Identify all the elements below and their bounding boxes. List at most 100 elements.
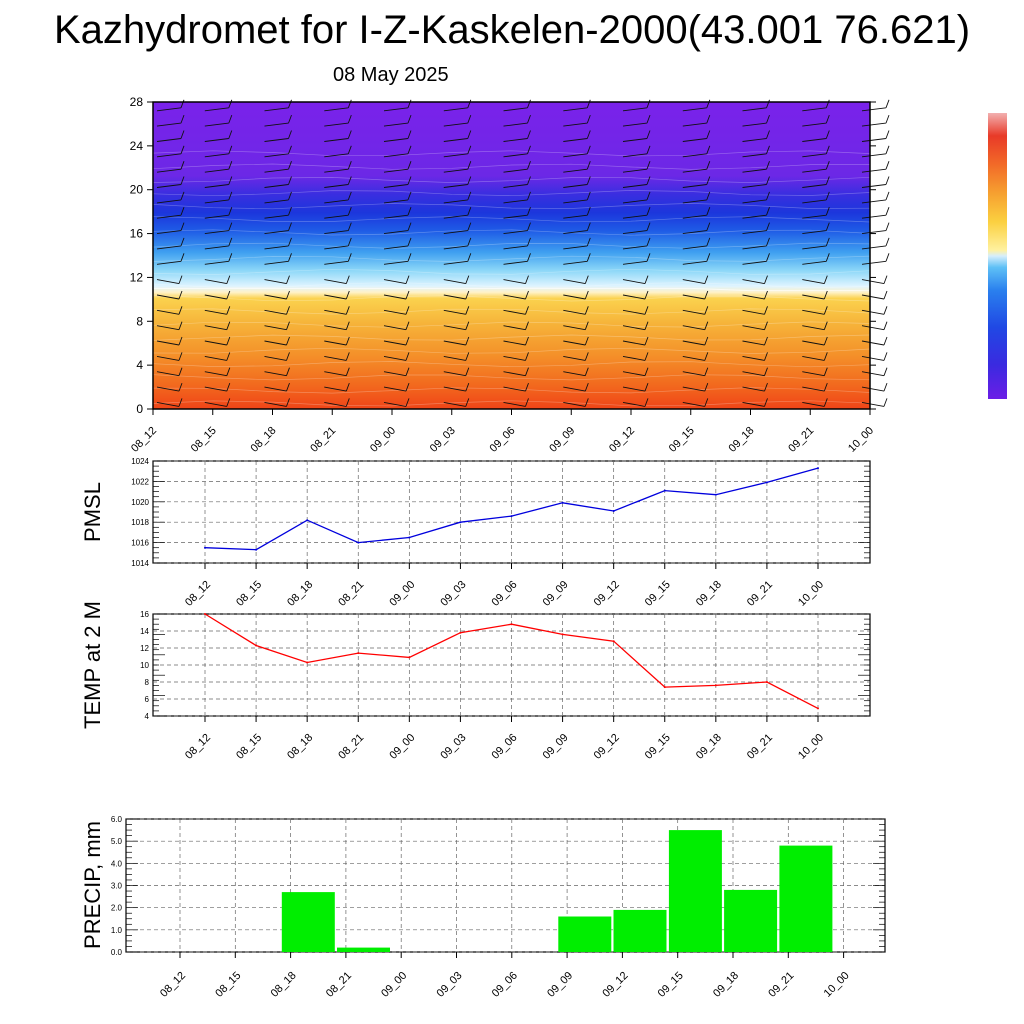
wind-barb bbox=[324, 382, 350, 392]
wind-barb bbox=[264, 352, 290, 361]
wind-barb bbox=[324, 336, 350, 346]
wind-barb bbox=[264, 130, 292, 142]
x-tick-label: 08_18 bbox=[269, 970, 299, 1000]
wind-barb bbox=[156, 130, 185, 142]
wind-barb bbox=[563, 382, 589, 392]
colorbar bbox=[988, 113, 1007, 399]
wind-barb bbox=[383, 352, 410, 361]
wind-barb bbox=[324, 306, 350, 315]
precip-bar bbox=[613, 909, 667, 952]
wind-barb bbox=[563, 336, 589, 346]
wind-barb bbox=[861, 336, 888, 346]
x-tick-label: 09_21 bbox=[745, 732, 775, 762]
wind-barb bbox=[622, 176, 651, 188]
wind-barb bbox=[156, 176, 185, 188]
wind-barb bbox=[264, 290, 290, 300]
wind-barb bbox=[861, 352, 888, 361]
y-tick-label: 16 bbox=[130, 227, 144, 241]
wind-barb bbox=[802, 130, 830, 142]
wind-barb bbox=[264, 321, 290, 331]
wind-barb bbox=[742, 382, 768, 392]
precip-bar bbox=[668, 830, 722, 952]
wind-barb bbox=[802, 336, 828, 346]
wind-barb bbox=[503, 367, 529, 377]
x-tick-label: 09_00 bbox=[387, 732, 417, 762]
wind-barb bbox=[443, 237, 472, 250]
wind-barb bbox=[742, 99, 770, 112]
wind-barb bbox=[156, 253, 185, 265]
wind-barb bbox=[742, 114, 770, 127]
wind-barb bbox=[503, 275, 529, 285]
wind-barb bbox=[383, 161, 412, 173]
x-tick-label: 09_09 bbox=[541, 579, 571, 609]
wind-barb bbox=[383, 398, 410, 407]
y-tick-label: 1014 bbox=[131, 559, 149, 568]
wind-barb bbox=[443, 382, 470, 392]
wind-barb bbox=[742, 398, 768, 407]
data-point bbox=[357, 541, 360, 544]
wind-barb bbox=[156, 237, 185, 250]
precip-bar bbox=[724, 889, 778, 952]
wind-barb bbox=[324, 222, 352, 235]
wind-barb bbox=[324, 398, 350, 407]
wind-barb bbox=[682, 398, 709, 407]
y-tick-label: 3.0 bbox=[111, 882, 123, 891]
wind-barb bbox=[383, 237, 412, 250]
x-tick-label: 08_18 bbox=[285, 579, 315, 609]
x-tick-label: 09_00 bbox=[387, 579, 417, 609]
wind-barb bbox=[563, 367, 589, 377]
x-tick-label: 09_03 bbox=[438, 579, 468, 609]
data-point bbox=[561, 501, 564, 504]
contour-line bbox=[152, 282, 871, 289]
wind-barb bbox=[802, 176, 830, 188]
wind-barb bbox=[264, 191, 292, 204]
y-tick-label: 4.0 bbox=[111, 859, 123, 868]
wind-barb bbox=[503, 207, 531, 219]
wind-barb bbox=[383, 207, 412, 219]
wind-barb bbox=[682, 382, 709, 392]
wind-barb bbox=[861, 398, 888, 407]
wind-barb bbox=[861, 191, 890, 204]
y-tick-label: 20 bbox=[130, 183, 144, 197]
wind-barb bbox=[682, 161, 711, 173]
wind-barb bbox=[324, 275, 350, 285]
wind-barb bbox=[742, 290, 768, 300]
wind-barb bbox=[682, 253, 711, 265]
wind-barb bbox=[563, 398, 589, 407]
x-tick-label: 09_09 bbox=[541, 732, 571, 762]
wind-barb bbox=[156, 290, 183, 300]
temp-panel: 4 6 8 10 12 14 16 08_12 08_15 08_18 08_21 09_00 09_0… bbox=[80, 601, 871, 762]
wind-barb bbox=[622, 382, 649, 392]
wind-barb bbox=[156, 161, 185, 173]
x-tick-label: 08_15 bbox=[234, 732, 264, 762]
contour-line bbox=[152, 400, 871, 407]
precip-bar bbox=[337, 947, 390, 952]
y-tick-label: 6.0 bbox=[111, 815, 123, 824]
wind-barb bbox=[264, 398, 290, 407]
data-point bbox=[765, 481, 768, 484]
wind-barb bbox=[802, 382, 828, 392]
data-point bbox=[306, 661, 309, 664]
wind-barb bbox=[383, 222, 412, 235]
data-point bbox=[459, 521, 462, 524]
wind-barb bbox=[443, 352, 470, 361]
wind-barb bbox=[443, 161, 472, 173]
data-point bbox=[765, 681, 768, 683]
wind-barb bbox=[682, 222, 711, 235]
wind-barb bbox=[622, 114, 651, 127]
x-tick-label: 09_15 bbox=[667, 425, 697, 455]
wind-barb bbox=[563, 130, 591, 142]
precip-bar bbox=[281, 892, 335, 952]
wind-barb bbox=[156, 207, 185, 219]
wind-barb bbox=[264, 161, 292, 173]
x-tick-label: 09_12 bbox=[600, 970, 630, 1000]
wind-barb bbox=[861, 382, 888, 392]
wind-barb bbox=[443, 207, 472, 219]
wind-barb bbox=[156, 275, 183, 285]
wind-barb bbox=[682, 130, 711, 142]
wind-barb bbox=[742, 275, 768, 285]
wind-barb bbox=[383, 176, 412, 188]
y-tick-label: 1020 bbox=[131, 498, 149, 507]
wind-barb bbox=[742, 237, 770, 250]
wind-barb bbox=[383, 367, 410, 377]
